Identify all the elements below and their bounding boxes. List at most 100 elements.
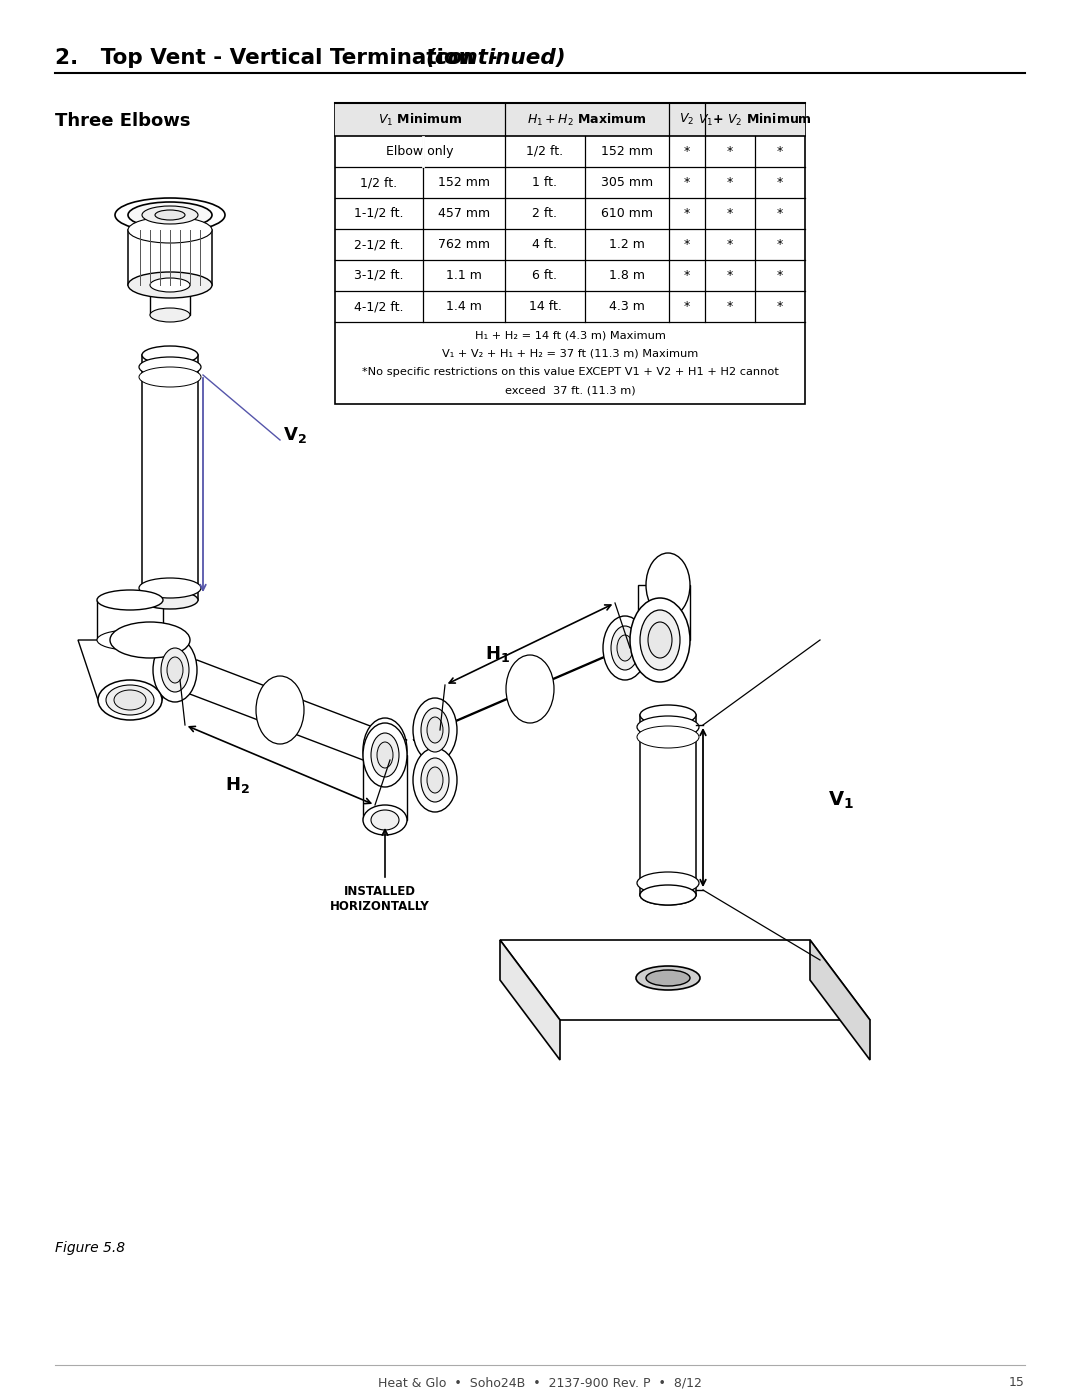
Text: 1/2 ft.: 1/2 ft.	[526, 145, 564, 158]
Text: *: *	[684, 145, 690, 158]
Ellipse shape	[637, 717, 699, 738]
Text: $H_1 + H_2$ Maximum: $H_1 + H_2$ Maximum	[527, 112, 647, 127]
Ellipse shape	[129, 203, 212, 228]
Text: exceed  37 ft. (11.3 m): exceed 37 ft. (11.3 m)	[504, 386, 635, 395]
Text: Three Elbows: Three Elbows	[55, 112, 190, 130]
Ellipse shape	[141, 591, 198, 609]
Bar	[335, 103, 805, 404]
Text: *: *	[684, 300, 690, 313]
Text: 3-1/2 ft.: 3-1/2 ft.	[354, 270, 404, 282]
Text: *: *	[777, 176, 783, 189]
Ellipse shape	[110, 622, 190, 658]
Text: 2 ft.: 2 ft.	[532, 207, 557, 219]
Ellipse shape	[637, 872, 699, 894]
Text: *: *	[727, 145, 733, 158]
Text: $V_1$ Minimum: $V_1$ Minimum	[378, 112, 462, 127]
Text: 1/2 ft.: 1/2 ft.	[361, 176, 397, 189]
Text: *: *	[777, 237, 783, 251]
Polygon shape	[363, 754, 407, 820]
Text: *: *	[777, 270, 783, 282]
Ellipse shape	[167, 657, 183, 683]
Text: 610 mm: 610 mm	[600, 207, 653, 219]
Ellipse shape	[637, 726, 699, 747]
Text: *: *	[777, 300, 783, 313]
Ellipse shape	[363, 724, 407, 787]
Text: *: *	[684, 237, 690, 251]
Text: Figure 5.8: Figure 5.8	[55, 1241, 125, 1255]
Text: $V_1$+ $V_2$ Minimum: $V_1$+ $V_2$ Minimum	[698, 112, 812, 127]
Ellipse shape	[150, 278, 190, 292]
Text: Elbow only: Elbow only	[387, 145, 454, 158]
Ellipse shape	[640, 610, 680, 671]
Text: H₁ + H₂ = 14 ft (4.3 m) Maximum: H₁ + H₂ = 14 ft (4.3 m) Maximum	[474, 331, 665, 341]
Text: *: *	[727, 176, 733, 189]
Text: *No specific restrictions on this value EXCEPT V1 + V2 + H1 + H2 cannot: *No specific restrictions on this value …	[362, 367, 779, 377]
Ellipse shape	[507, 655, 554, 724]
Ellipse shape	[156, 210, 185, 219]
Ellipse shape	[256, 676, 303, 745]
Text: *: *	[684, 207, 690, 219]
Text: 4.3 m: 4.3 m	[609, 300, 645, 313]
Ellipse shape	[139, 578, 201, 598]
Text: 1.2 m: 1.2 m	[609, 237, 645, 251]
Ellipse shape	[139, 367, 201, 387]
Text: INSTALLED
HORIZONTALLY: INSTALLED HORIZONTALLY	[330, 886, 430, 914]
Text: *: *	[727, 300, 733, 313]
Text: *: *	[727, 270, 733, 282]
Ellipse shape	[377, 742, 393, 768]
Ellipse shape	[646, 553, 690, 617]
Text: 2-1/2 ft.: 2-1/2 ft.	[354, 237, 404, 251]
Ellipse shape	[421, 759, 449, 802]
Ellipse shape	[363, 718, 407, 782]
Polygon shape	[78, 640, 183, 700]
Ellipse shape	[363, 805, 407, 835]
Ellipse shape	[617, 636, 633, 661]
Ellipse shape	[372, 728, 399, 773]
Text: 4 ft.: 4 ft.	[532, 237, 557, 251]
Text: *: *	[684, 176, 690, 189]
Text: *: *	[684, 270, 690, 282]
Text: *: *	[727, 207, 733, 219]
Text: $V_2$: $V_2$	[679, 112, 694, 127]
Text: Heat & Glo  •  Soho24B  •  2137-900 Rev. P  •  8/12: Heat & Glo • Soho24B • 2137-900 Rev. P •…	[378, 1376, 702, 1390]
Ellipse shape	[372, 810, 399, 830]
Ellipse shape	[646, 970, 690, 986]
Ellipse shape	[129, 217, 212, 243]
Text: *: *	[777, 145, 783, 158]
Ellipse shape	[106, 685, 154, 715]
Ellipse shape	[161, 648, 189, 692]
Polygon shape	[413, 638, 647, 740]
Ellipse shape	[640, 886, 696, 905]
Ellipse shape	[153, 638, 197, 703]
Ellipse shape	[114, 198, 225, 232]
Text: 1.4 m: 1.4 m	[446, 300, 482, 313]
Ellipse shape	[413, 698, 457, 761]
Polygon shape	[500, 940, 870, 1020]
Bar	[150, 285, 190, 314]
Text: 15: 15	[1009, 1376, 1025, 1390]
Bar	[97, 599, 163, 640]
Text: $\mathbf{V_2}$: $\mathbf{V_2}$	[283, 425, 307, 446]
Text: 305 mm: 305 mm	[600, 176, 653, 189]
Text: $\mathbf{H_2}$: $\mathbf{H_2}$	[225, 775, 249, 795]
Ellipse shape	[427, 767, 443, 793]
Text: 152 mm: 152 mm	[600, 145, 653, 158]
Ellipse shape	[640, 886, 696, 905]
Text: 1.1 m: 1.1 m	[446, 270, 482, 282]
Ellipse shape	[603, 616, 647, 680]
Bar	[335, 103, 805, 136]
Text: *: *	[777, 207, 783, 219]
Ellipse shape	[648, 622, 672, 658]
Ellipse shape	[630, 598, 690, 682]
Bar	[640, 715, 696, 895]
Ellipse shape	[98, 680, 162, 719]
Text: $\mathbf{V_1}$: $\mathbf{V_1}$	[828, 789, 854, 810]
Bar	[129, 231, 212, 285]
Text: 4-1/2 ft.: 4-1/2 ft.	[354, 300, 404, 313]
Text: 762 mm: 762 mm	[438, 237, 490, 251]
Ellipse shape	[640, 705, 696, 725]
Ellipse shape	[97, 630, 163, 650]
Text: $\mathbf{H_1}$: $\mathbf{H_1}$	[485, 644, 510, 664]
Text: V₁ + V₂ + H₁ + H₂ = 37 ft (11.3 m) Maximum: V₁ + V₂ + H₁ + H₂ = 37 ft (11.3 m) Maxim…	[442, 349, 698, 359]
Ellipse shape	[611, 626, 639, 671]
